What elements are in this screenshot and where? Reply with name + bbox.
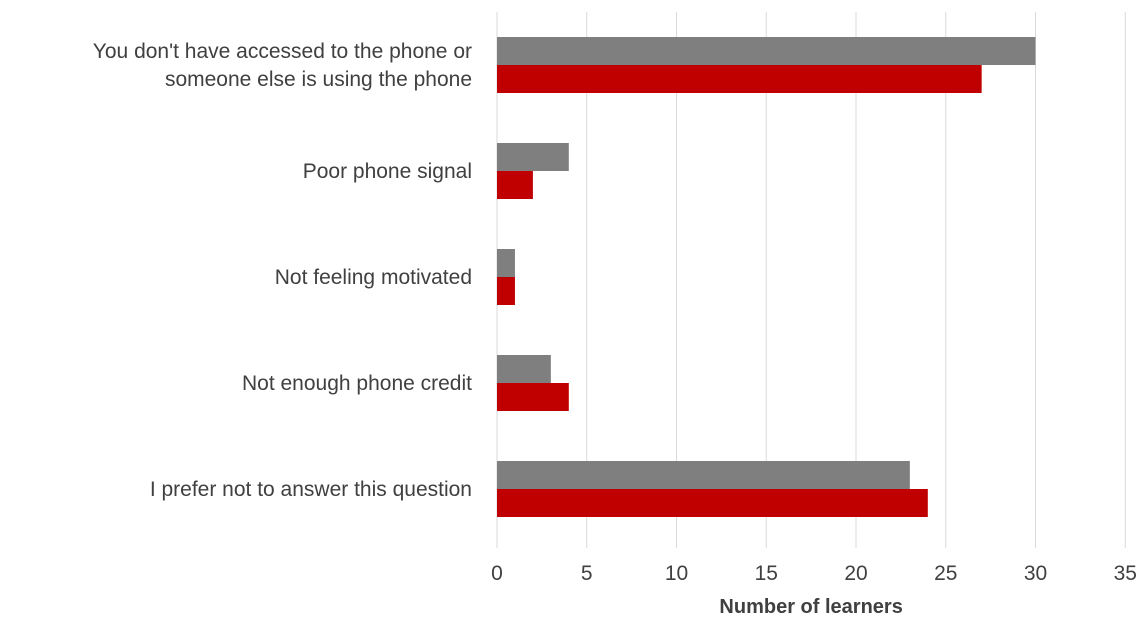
- x-tick-label-20: 20: [844, 562, 867, 585]
- category-label-3: Not feeling motivated: [275, 266, 472, 289]
- bar-series2-cat5: [497, 489, 928, 517]
- bar-series1-cat1: [497, 37, 1036, 65]
- x-tick-labels: 0 5 10 15 20 25 30 35: [491, 562, 1137, 585]
- category-labels: You don't have accessed to the phone or s…: [93, 40, 472, 501]
- x-tick-label-5: 5: [581, 562, 593, 585]
- bar-series2-cat3: [497, 277, 515, 305]
- gridlines: [496, 12, 1126, 548]
- bar-series1-cat3: [497, 249, 515, 277]
- bars: [497, 37, 1036, 517]
- category-label-1-line2: someone else is using the phone: [165, 68, 472, 91]
- bar-series2-cat2: [497, 171, 533, 199]
- bar-series1-cat4: [497, 355, 551, 383]
- x-tick-label-25: 25: [934, 562, 957, 585]
- category-label-2: Poor phone signal: [303, 160, 472, 183]
- category-label-5: I prefer not to answer this question: [150, 478, 472, 501]
- category-label-4: Not enough phone credit: [242, 372, 472, 395]
- bar-series2-cat4: [497, 383, 569, 411]
- bar-series1-cat5: [497, 461, 910, 489]
- x-tick-label-10: 10: [665, 562, 688, 585]
- x-axis-title: Number of learners: [719, 596, 902, 618]
- x-tick-label-30: 30: [1024, 562, 1047, 585]
- bar-series2-cat1: [497, 65, 982, 93]
- bar-series1-cat2: [497, 143, 569, 171]
- x-tick-label-15: 15: [755, 562, 778, 585]
- x-tick-label-35: 35: [1114, 562, 1137, 585]
- category-label-1-line1: You don't have accessed to the phone or: [93, 40, 472, 63]
- x-tick-label-0: 0: [491, 562, 503, 585]
